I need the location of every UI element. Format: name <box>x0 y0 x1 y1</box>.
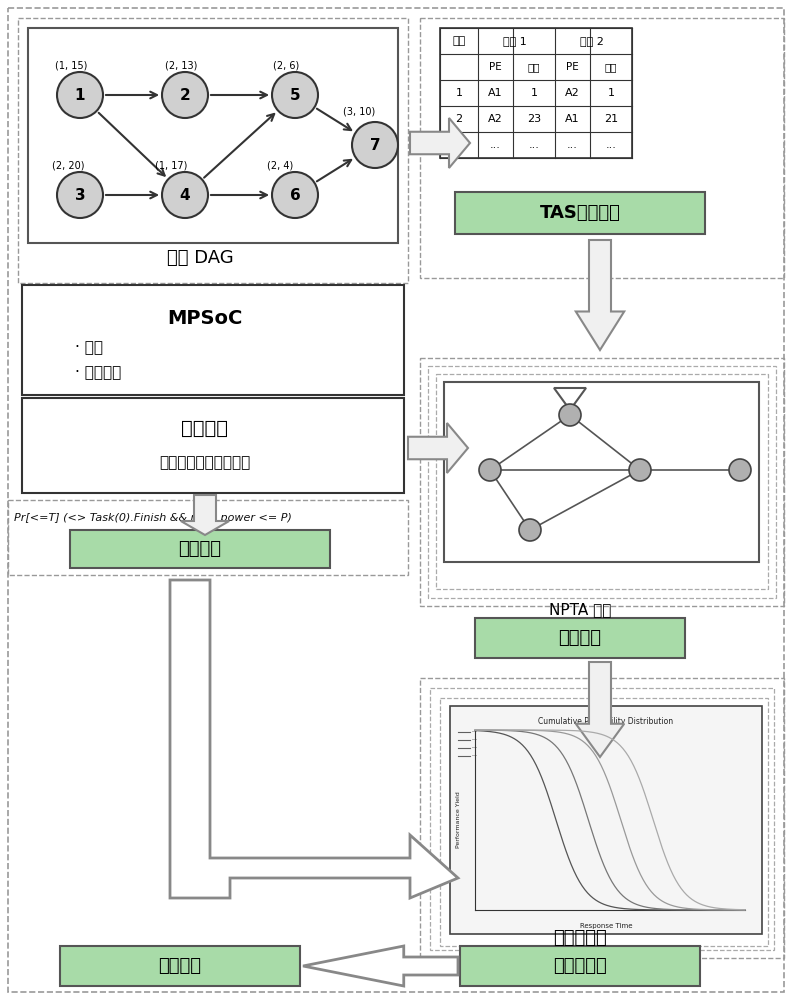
Text: 分析与评估: 分析与评估 <box>553 957 607 975</box>
FancyBboxPatch shape <box>475 618 685 658</box>
Text: · 工艺变动: · 工艺变动 <box>75 365 121 380</box>
Text: 时间: 时间 <box>605 62 617 72</box>
Text: 分析与评估: 分析与评估 <box>553 929 607 947</box>
Text: ---: --- <box>472 738 478 742</box>
FancyBboxPatch shape <box>455 192 705 234</box>
Text: 设计约束: 设计约束 <box>181 418 229 438</box>
Circle shape <box>479 459 501 481</box>
Bar <box>428 366 776 598</box>
Text: 结果反馈: 结果反馈 <box>158 957 201 975</box>
Text: 21: 21 <box>604 114 618 124</box>
Polygon shape <box>170 580 458 898</box>
Text: 23: 23 <box>527 114 541 124</box>
Text: PE: PE <box>489 62 502 72</box>
Text: 任务 DAG: 任务 DAG <box>166 249 234 267</box>
FancyBboxPatch shape <box>60 946 300 986</box>
Text: (2, 4): (2, 4) <box>267 160 293 170</box>
Text: 任务: 任务 <box>452 36 466 46</box>
Text: 2: 2 <box>455 114 463 124</box>
Text: 查询生成: 查询生成 <box>178 540 222 558</box>
Text: NPTA 模型: NPTA 模型 <box>549 602 611 617</box>
Text: 模型转换: 模型转换 <box>558 629 601 647</box>
Bar <box>420 18 784 278</box>
Text: 3: 3 <box>74 188 86 202</box>
Polygon shape <box>554 388 586 410</box>
Text: 实例 2: 实例 2 <box>580 36 604 46</box>
Text: ...: ... <box>567 140 578 150</box>
Text: 4: 4 <box>180 188 190 202</box>
FancyBboxPatch shape <box>22 398 404 493</box>
Circle shape <box>519 519 541 541</box>
Text: ---: --- <box>472 746 478 750</box>
Bar <box>420 358 784 606</box>
Text: ...: ... <box>606 140 616 150</box>
Text: ...: ... <box>490 140 501 150</box>
Text: 2: 2 <box>180 88 190 103</box>
Text: 1: 1 <box>531 88 538 98</box>
Text: A1: A1 <box>565 114 580 124</box>
Bar <box>430 688 774 950</box>
Text: 1: 1 <box>455 88 463 98</box>
Text: A1: A1 <box>488 88 503 98</box>
Text: ---: --- <box>472 730 478 734</box>
Text: Performance Yield: Performance Yield <box>456 792 462 848</box>
FancyBboxPatch shape <box>444 382 759 562</box>
Text: MPSoC: MPSoC <box>167 308 242 328</box>
Text: ---: --- <box>472 754 478 758</box>
Bar <box>440 698 768 946</box>
Text: ...: ... <box>454 140 464 150</box>
Text: (3, 10): (3, 10) <box>343 107 375 117</box>
FancyBboxPatch shape <box>460 946 700 986</box>
Text: 6: 6 <box>290 188 300 202</box>
Circle shape <box>729 459 751 481</box>
Circle shape <box>162 172 208 218</box>
Text: 5: 5 <box>290 88 300 103</box>
Text: Pr[<=T] (<> Task(0).Finish && max_power <= P): Pr[<=T] (<> Task(0).Finish && max_power … <box>14 513 292 523</box>
Polygon shape <box>576 240 624 350</box>
Text: Response Time: Response Time <box>580 923 632 929</box>
Text: 7: 7 <box>370 137 380 152</box>
FancyBboxPatch shape <box>28 28 398 243</box>
FancyBboxPatch shape <box>450 706 762 934</box>
Polygon shape <box>576 662 624 757</box>
Circle shape <box>352 122 398 168</box>
Circle shape <box>57 72 103 118</box>
Text: PE: PE <box>566 62 579 72</box>
Text: (2, 13): (2, 13) <box>165 60 197 70</box>
Text: ...: ... <box>528 140 539 150</box>
Bar <box>420 678 784 958</box>
Circle shape <box>272 72 318 118</box>
Text: Cumulative Probability Distribution: Cumulative Probability Distribution <box>539 718 673 726</box>
Circle shape <box>559 404 581 426</box>
Text: TAS实例生成: TAS实例生成 <box>539 204 620 222</box>
FancyBboxPatch shape <box>440 28 632 158</box>
Circle shape <box>629 459 651 481</box>
Text: 1: 1 <box>74 88 86 103</box>
Circle shape <box>272 172 318 218</box>
Text: (1, 15): (1, 15) <box>55 60 87 70</box>
Polygon shape <box>408 423 468 473</box>
Text: A2: A2 <box>565 88 580 98</box>
Circle shape <box>162 72 208 118</box>
Bar <box>18 18 408 283</box>
Text: 1: 1 <box>607 88 615 98</box>
Polygon shape <box>410 118 470 168</box>
Text: · 功耗: · 功耗 <box>75 340 103 356</box>
Text: 功耗、时间、性能产出: 功耗、时间、性能产出 <box>159 456 250 471</box>
Text: 实例 1: 实例 1 <box>503 36 527 46</box>
Text: A2: A2 <box>488 114 503 124</box>
Text: (2, 20): (2, 20) <box>52 160 85 170</box>
Bar <box>436 374 768 589</box>
Polygon shape <box>181 495 229 535</box>
FancyBboxPatch shape <box>70 530 330 568</box>
Text: (2, 6): (2, 6) <box>273 60 299 70</box>
Text: (1, 17): (1, 17) <box>155 160 188 170</box>
Circle shape <box>57 172 103 218</box>
Bar <box>8 500 408 575</box>
Text: 时间: 时间 <box>527 62 540 72</box>
FancyBboxPatch shape <box>22 285 404 395</box>
Polygon shape <box>303 946 458 986</box>
